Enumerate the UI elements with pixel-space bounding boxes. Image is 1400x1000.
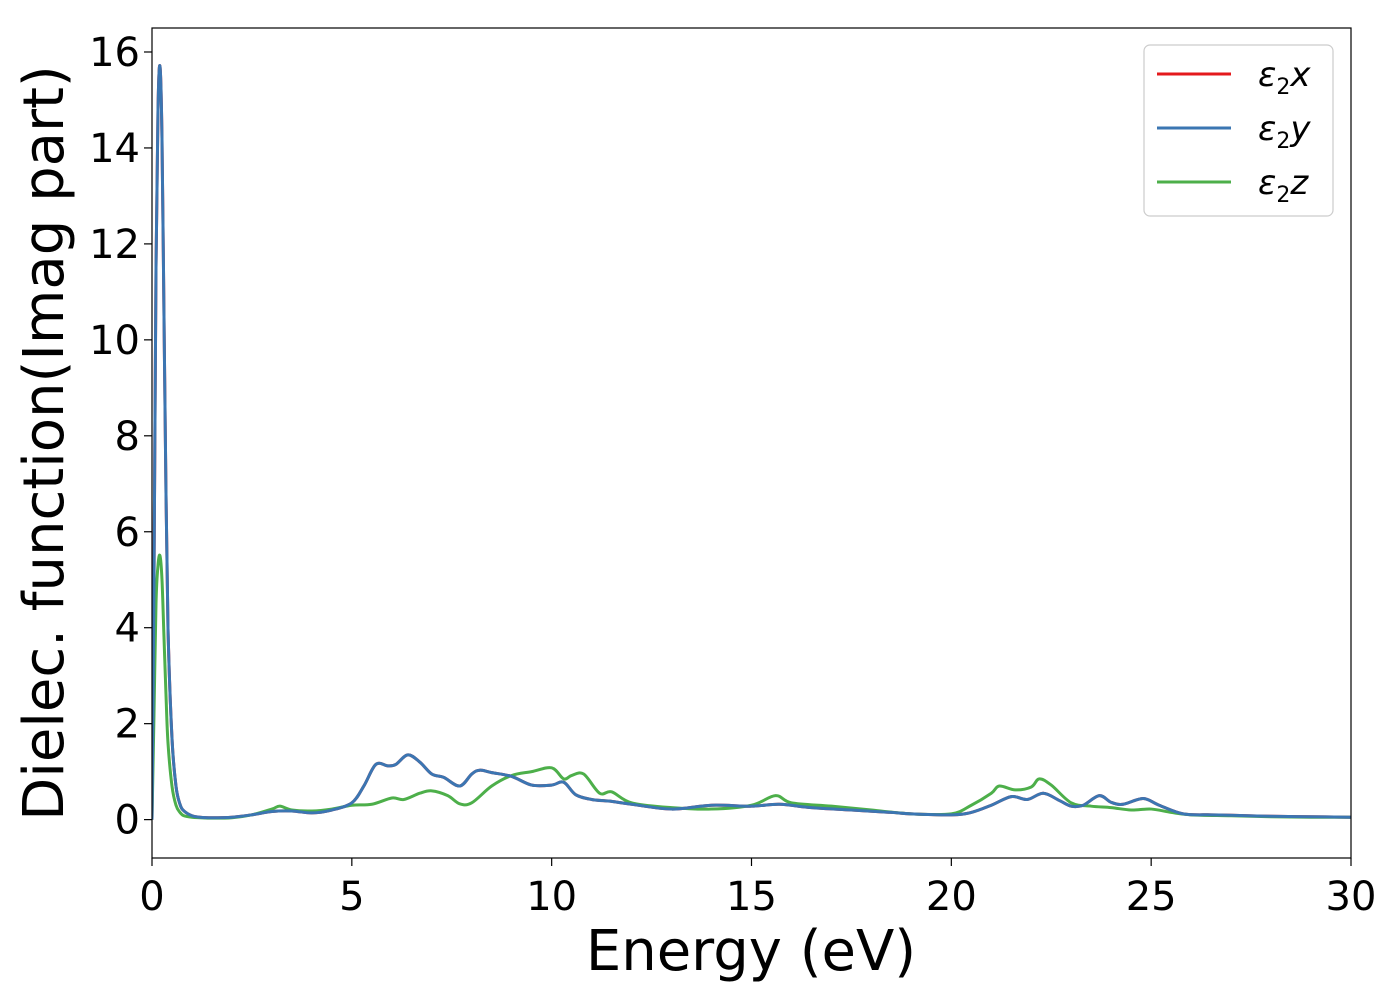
legend: ε2x ε2y ε2z <box>1143 44 1334 217</box>
series-line-y <box>152 63 1351 820</box>
x-tick-label: 5 <box>339 874 364 920</box>
y-tick-label: 4 <box>115 606 140 652</box>
y-tick-label: 16 <box>89 30 140 76</box>
legend-label-x: ε2x <box>1258 55 1311 100</box>
y-tick-label: 8 <box>115 414 140 460</box>
y-axis: 0 2 4 6 8 10 12 14 16 <box>89 30 152 844</box>
x-tick-label: 25 <box>1126 874 1177 920</box>
y-tick-label: 14 <box>89 126 140 172</box>
y-tick-label: 2 <box>115 702 140 748</box>
series-layer <box>152 63 1351 820</box>
y-tick-label: 10 <box>89 318 140 364</box>
x-tick-label: 20 <box>926 874 977 920</box>
y-tick-label: 12 <box>89 222 140 268</box>
y-axis-label: Dielec. function(Imag part) <box>12 65 77 821</box>
legend-box <box>1143 44 1334 217</box>
series-line-z <box>152 553 1351 820</box>
legend-label-z: ε2z <box>1258 163 1309 208</box>
x-tick-label: 15 <box>726 874 777 920</box>
y-tick-label: 0 <box>115 798 140 844</box>
y-tick-label: 6 <box>115 510 140 556</box>
x-tick-label: 10 <box>526 874 577 920</box>
x-axis-label: Energy (eV) <box>586 919 916 984</box>
x-axis: 0 5 10 15 20 25 30 <box>139 858 1376 920</box>
legend-label-y: ε2y <box>1258 109 1311 154</box>
x-tick-label: 0 <box>139 874 164 920</box>
x-tick-label: 30 <box>1326 874 1377 920</box>
